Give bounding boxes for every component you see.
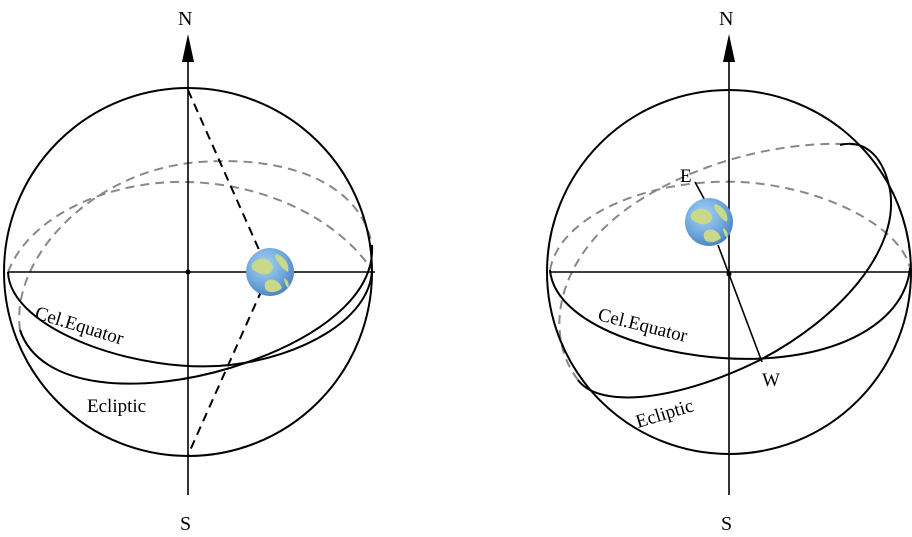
right-ecliptic-label: Ecliptic (633, 395, 696, 432)
left-south-label: S (180, 513, 191, 535)
left-ecliptic-axis (187, 89, 269, 271)
right-earth-icon (685, 198, 733, 246)
left-north-label: N (178, 8, 192, 30)
left-celestial-equator (7, 269, 373, 368)
left-north-arrow-icon (182, 34, 194, 62)
left-equator-back (7, 180, 373, 273)
right-north-label: N (719, 8, 733, 30)
right-west-label: W (762, 370, 780, 391)
right-south-label: S (721, 513, 732, 535)
left-earth-icon (246, 248, 294, 296)
left-celestial-equator-label: Cel.Equator (33, 303, 127, 350)
left-panel: N S Cel.Equator Ecliptic (3, 8, 375, 535)
left-center-dot (185, 269, 191, 275)
right-north-arrow-icon (723, 34, 735, 62)
right-west-line (717, 244, 763, 363)
left-ecliptic (19, 244, 374, 385)
right-panel: N S E W Cel.Equator Ecliptic (546, 8, 912, 535)
left-ecliptic-back (18, 160, 373, 331)
left-ecliptic-label: Ecliptic (87, 396, 146, 417)
right-ecliptic (577, 142, 893, 399)
right-equator-back (549, 180, 911, 271)
right-celestial-equator-label: Cel.Equator (596, 304, 690, 347)
right-east-label: E (680, 166, 692, 187)
right-ecliptic-back (558, 142, 861, 381)
